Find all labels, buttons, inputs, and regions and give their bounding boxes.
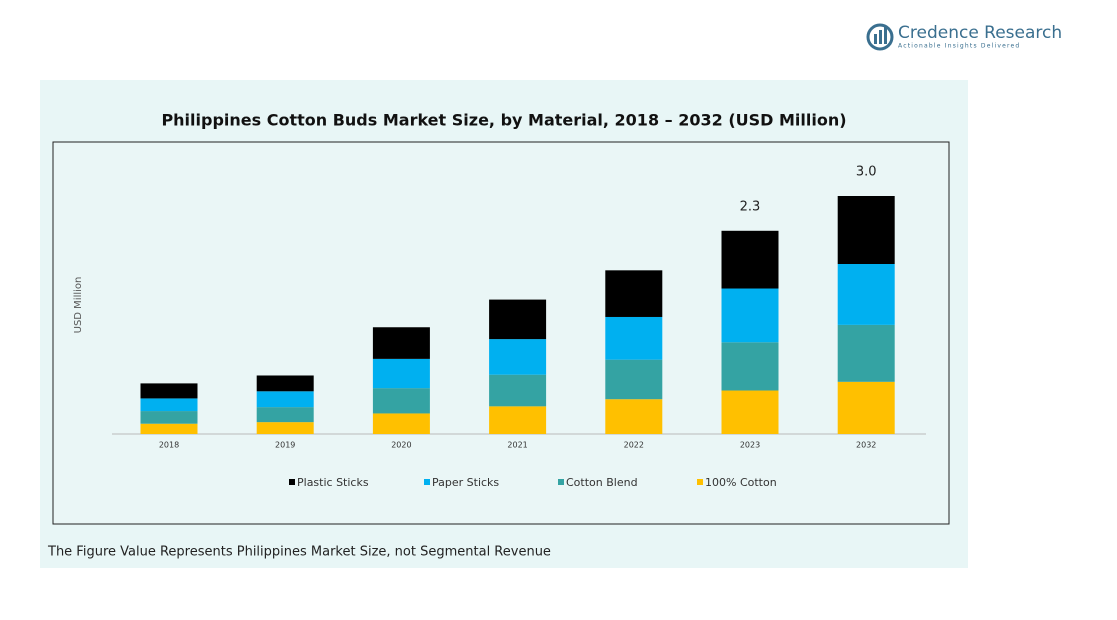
- legend-swatch: [289, 479, 295, 485]
- bar-segment: [256, 422, 314, 434]
- bar-segment: [605, 270, 663, 317]
- x-tick-label: 2021: [507, 441, 527, 450]
- bar-segment: [721, 342, 779, 391]
- legend-swatch: [697, 479, 703, 485]
- bar-segment: [605, 316, 663, 360]
- bar-segment: [140, 398, 198, 412]
- chart-title: Philippines Cotton Buds Market Size, by …: [161, 111, 846, 130]
- legend-swatch: [424, 479, 430, 485]
- bar-segment: [605, 359, 663, 400]
- x-tick-label: 2022: [624, 441, 644, 450]
- bar-segment: [256, 391, 314, 408]
- bar-segment: [489, 406, 547, 434]
- bar-segment: [372, 388, 430, 414]
- x-tick-label: 2020: [391, 441, 411, 450]
- bar-segment: [489, 339, 547, 375]
- x-tick-label: 2019: [275, 441, 295, 450]
- logo-icon: [884, 26, 887, 44]
- x-tick-label: 2018: [159, 441, 179, 450]
- bar-segment: [256, 407, 314, 423]
- bar-segment: [140, 383, 198, 399]
- brand-tagline: Actionable Insights Delivered: [898, 43, 1020, 50]
- bar-segment: [489, 299, 547, 340]
- bar-segment: [140, 423, 198, 434]
- total-label: 2.3: [740, 199, 761, 214]
- y-axis-label: USD Million: [73, 277, 84, 334]
- bar-segment: [372, 327, 430, 359]
- total-label: 3.0: [856, 165, 877, 180]
- logo: Credence Research Actionable Insights De…: [866, 23, 1062, 51]
- bar-segment: [721, 230, 779, 289]
- legend-swatch: [558, 479, 564, 485]
- bar-segment: [372, 413, 430, 434]
- logo-icon: [874, 34, 877, 44]
- brand-name: Credence Research: [898, 23, 1062, 43]
- bar-segment: [372, 358, 430, 389]
- bar-segment: [489, 374, 547, 407]
- bar-segment: [837, 381, 895, 434]
- bar-segment: [605, 399, 663, 434]
- bar-segment: [837, 264, 895, 325]
- legend-label: 100% Cotton: [705, 476, 777, 489]
- bar-segment: [721, 390, 779, 434]
- x-tick-label: 2023: [740, 441, 760, 450]
- footnote: The Figure Value Represents Philippines …: [47, 545, 551, 560]
- legend-label: Plastic Sticks: [297, 476, 369, 489]
- bar-segment: [837, 324, 895, 382]
- bar-segment: [256, 375, 314, 392]
- bar-segment: [837, 196, 895, 264]
- x-tick-label: 2032: [856, 441, 876, 450]
- logo-icon: [866, 23, 894, 51]
- bar-segment: [721, 288, 779, 343]
- legend-label: Cotton Blend: [566, 476, 638, 489]
- bar-segment: [140, 411, 198, 424]
- logo-icon: [879, 30, 882, 44]
- legend-label: Paper Sticks: [432, 476, 499, 489]
